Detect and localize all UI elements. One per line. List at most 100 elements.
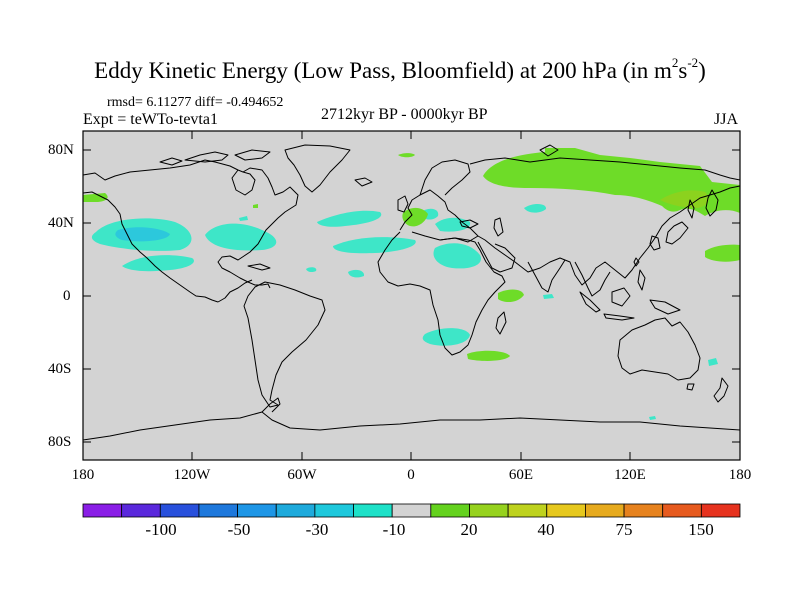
colorbar-box: [237, 503, 277, 518]
season-label: JJA: [714, 111, 739, 128]
coastline-arctic-islands: [159, 157, 183, 166]
anomaly-patch: [398, 153, 415, 158]
coastline-new-zealand: [713, 377, 729, 403]
coastline-japan: [665, 221, 689, 245]
anomaly-patch: [660, 190, 709, 208]
colorbar-box: [275, 503, 316, 518]
coastline-india: [527, 259, 566, 293]
coastline-arabia: [477, 241, 516, 273]
coastline-indochina: [574, 261, 611, 297]
coastline-cuba: [247, 263, 271, 271]
lon-label: 60E: [508, 467, 534, 483]
plot-title: Eddy Kinetic Energy (Low Pass, Bloomfiel…: [94, 55, 706, 83]
anomaly-patch: [317, 210, 382, 227]
anomaly-patch: [253, 204, 258, 208]
coastlines: [82, 144, 741, 441]
coastline-caspian: [493, 217, 504, 237]
colorbar-box: [507, 503, 548, 518]
anomaly-patch: [239, 216, 248, 221]
colorbar-box: [353, 503, 393, 518]
colorbar-box: [82, 503, 123, 518]
lon-label: 180: [728, 467, 752, 483]
coastline-new-guinea: [649, 299, 681, 315]
colorbar-label: -10: [382, 520, 406, 539]
anomaly-patch: [348, 269, 365, 278]
coastline-java: [603, 313, 635, 321]
coastline-kamchatka: [705, 189, 719, 217]
lat-label: 40S: [48, 361, 72, 377]
anomaly-patch: [498, 289, 524, 303]
positive-dark-anomaly-layer: [660, 190, 709, 208]
coastline-korea: [649, 235, 661, 251]
coastline-madagascar: [495, 311, 507, 335]
coastline-sumatra: [579, 291, 601, 313]
colorbar-box: [585, 503, 625, 518]
experiment-label: Expt = teWTo-tevta1: [83, 111, 218, 128]
coastline-uk: [397, 195, 409, 213]
coastline-hudson-bay: [231, 169, 256, 196]
colorbar-box: [430, 503, 470, 518]
coastline-north-america: [82, 159, 299, 289]
coastline-antarctic-peninsula: [261, 397, 281, 413]
colorbar-box: [662, 503, 702, 518]
colorbar-label: 75: [615, 520, 633, 539]
colorbar-label: -100: [145, 520, 177, 539]
colorbar-label: 20: [460, 520, 478, 539]
anomaly-patch: [306, 267, 317, 273]
stats-line: rmsd= 6.11277 diff= -0.494652: [107, 95, 284, 110]
coastline-arctic-islands: [234, 149, 271, 161]
colorbar-box: [700, 503, 741, 518]
anomaly-patch: [122, 255, 194, 272]
coastline-australia: [617, 317, 701, 381]
colorbar-box: [391, 503, 432, 518]
coastline-arctic-islands: [184, 151, 229, 163]
coastline-novaya-zemlya: [539, 144, 559, 157]
colorbar: [82, 503, 741, 518]
anomaly-patch: [333, 237, 416, 254]
coastline-taiwan: [633, 257, 640, 267]
anomaly-patch: [83, 193, 108, 202]
coastline-west-coast: [82, 191, 219, 303]
anomaly-patch: [705, 244, 740, 262]
anomaly-patch: [524, 203, 547, 213]
colorbar-box: [469, 503, 509, 518]
coastline-south-america: [243, 281, 326, 408]
colorbar-box: [121, 503, 161, 518]
lat-label: 40N: [48, 215, 74, 231]
colorbar-box: [198, 503, 238, 518]
anomaly-patch: [402, 207, 428, 227]
coastline-iceland: [354, 177, 373, 187]
lon-label: 180: [71, 467, 95, 483]
colorbar-label: -50: [227, 520, 251, 539]
colorbar-label: -30: [305, 520, 329, 539]
anomaly-patch: [543, 294, 554, 299]
colorbar-box: [546, 503, 586, 518]
lat-label: 80N: [48, 142, 74, 158]
coastline-philippines: [637, 269, 646, 291]
lon-label: 60W: [287, 467, 317, 483]
anomaly-patch: [467, 350, 510, 361]
coastline-antarctica: [82, 411, 741, 441]
coastline-tasmania: [686, 383, 695, 391]
coastline-arctic-russia: [469, 157, 741, 181]
colorbar-box: [623, 503, 664, 518]
lon-label: 0: [407, 467, 415, 483]
lon-label: 120W: [173, 467, 211, 483]
coastline-scandinavia: [419, 159, 471, 196]
anomaly-patch: [422, 328, 470, 346]
coastline-central-america: [217, 279, 253, 303]
anomaly-patch: [433, 243, 481, 269]
colorbar-box: [314, 503, 354, 518]
coastline-black-sea: [459, 219, 479, 229]
coastline-borneo: [611, 287, 631, 307]
colorbar-label: 40: [537, 520, 555, 539]
axis-ticks: [83, 131, 740, 460]
lon-label: 120E: [614, 467, 646, 483]
coastline-africa: [377, 231, 506, 356]
anomaly-patch: [649, 416, 656, 420]
lat-label: 0: [63, 288, 71, 304]
coastline-eurasia: [399, 185, 741, 286]
coastline-sakhalin: [687, 199, 695, 219]
anomaly-patch: [708, 358, 718, 366]
